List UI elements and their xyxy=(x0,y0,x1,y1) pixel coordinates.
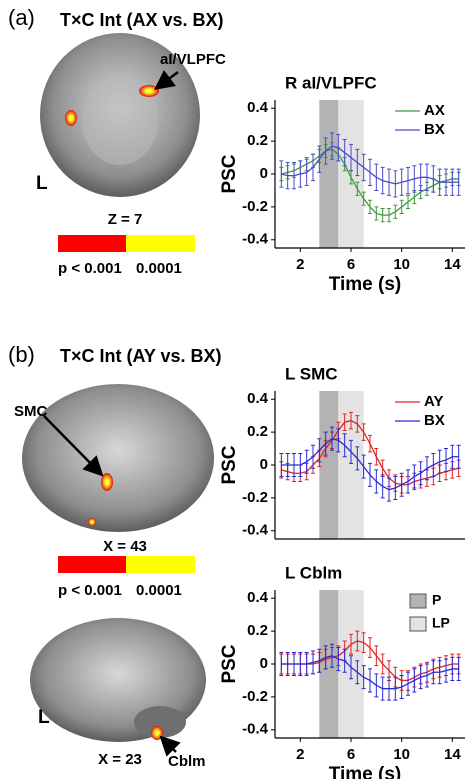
x-tick-label: 2 xyxy=(296,256,304,273)
region-label: aI/VLPFC xyxy=(160,51,226,68)
shaded-region xyxy=(319,100,339,248)
x-tick-label: 6 xyxy=(347,256,355,273)
slice-label: X = 43 xyxy=(103,538,147,555)
y-tick-label: 0 xyxy=(260,655,268,672)
slice-label: Z = 7 xyxy=(108,211,143,228)
legend-swatch xyxy=(409,593,427,609)
activation xyxy=(88,518,96,526)
y-axis-label: PSC xyxy=(219,154,240,193)
x-tick-label: 2 xyxy=(296,746,304,763)
activation xyxy=(101,473,113,491)
error-bar xyxy=(456,656,461,681)
panel-label: (a) xyxy=(8,5,35,30)
colorbar-label: 0.0001 xyxy=(136,582,182,599)
arrow xyxy=(159,735,181,757)
legend-label: BX xyxy=(424,412,445,429)
colorbar-label: p < 0.001 xyxy=(58,582,122,599)
x-tick-label: 10 xyxy=(393,256,410,273)
y-tick-label: -0.2 xyxy=(242,489,268,506)
x-tick-label: 14 xyxy=(444,256,461,273)
y-tick-label: 0.4 xyxy=(247,99,269,116)
y-axis-label: PSC xyxy=(219,644,240,683)
error-bar xyxy=(279,160,284,188)
chart-title: L SMC xyxy=(285,364,338,383)
y-tick-label: 0.2 xyxy=(247,132,268,149)
region-label: Cblm xyxy=(168,753,206,770)
panel-title: T×C Int (AX vs. BX) xyxy=(60,10,224,30)
y-tick-label: 0 xyxy=(260,456,268,473)
chart-title: R aI/VLPFC xyxy=(285,73,377,92)
brain-detail xyxy=(82,75,158,165)
colorbar-label: p < 0.001 xyxy=(58,260,122,277)
y-tick-label: 0 xyxy=(260,165,268,182)
legend-label: AY xyxy=(424,393,443,410)
error-bar xyxy=(456,168,461,196)
error-bar xyxy=(456,444,461,469)
y-tick-label: 0.4 xyxy=(247,589,269,606)
series-line xyxy=(281,437,459,491)
arrow xyxy=(154,70,179,90)
chart-title: L Cblm xyxy=(285,563,342,582)
y-tick-label: -0.4 xyxy=(242,721,269,738)
region-label: SMC xyxy=(14,403,48,420)
colorbar xyxy=(58,556,126,573)
colorbar-label: 0.0001 xyxy=(136,260,182,277)
x-tick-label: 6 xyxy=(347,746,355,763)
panel-title: T×C Int (AY vs. BX) xyxy=(60,346,222,366)
brain-sagittal xyxy=(22,384,214,532)
shaded-region xyxy=(319,391,339,539)
series-line xyxy=(281,145,459,185)
y-tick-label: -0.4 xyxy=(242,231,269,248)
y-tick-label: -0.2 xyxy=(242,198,268,215)
y-tick-label: -0.2 xyxy=(242,688,268,705)
y-tick-label: -0.4 xyxy=(242,522,269,539)
activation xyxy=(65,110,77,126)
legend-label: P xyxy=(432,592,441,608)
x-axis-label: Time (s) xyxy=(329,764,402,779)
shaded-region xyxy=(319,590,339,738)
legend-label: BX xyxy=(424,121,445,138)
legend-label: AX xyxy=(424,102,445,119)
error-bar xyxy=(279,452,284,478)
series-line xyxy=(281,640,459,682)
series-line xyxy=(281,655,459,690)
slice-label: X = 23 xyxy=(98,751,142,768)
arrow xyxy=(43,415,104,477)
y-axis-label: PSC xyxy=(219,445,240,484)
y-tick-label: 0.2 xyxy=(247,622,268,639)
legend-label: LP xyxy=(432,615,450,631)
x-axis-label: Time (s) xyxy=(329,274,402,295)
y-tick-label: 0.2 xyxy=(247,423,268,440)
side-label: L xyxy=(38,707,50,728)
error-bar xyxy=(279,651,284,677)
colorbar xyxy=(126,235,195,252)
x-tick-label: 10 xyxy=(393,746,410,763)
x-tick-label: 14 xyxy=(444,746,461,763)
colorbar xyxy=(58,235,126,252)
y-tick-label: 0.4 xyxy=(247,390,269,407)
series-line xyxy=(281,148,459,216)
colorbar xyxy=(126,556,195,573)
series-line xyxy=(281,419,459,486)
activation xyxy=(139,85,159,97)
legend-swatch xyxy=(409,616,427,632)
panel-label: (b) xyxy=(8,342,35,367)
brain-detail xyxy=(134,706,186,738)
activation xyxy=(151,726,163,740)
side-label: L xyxy=(36,173,48,194)
